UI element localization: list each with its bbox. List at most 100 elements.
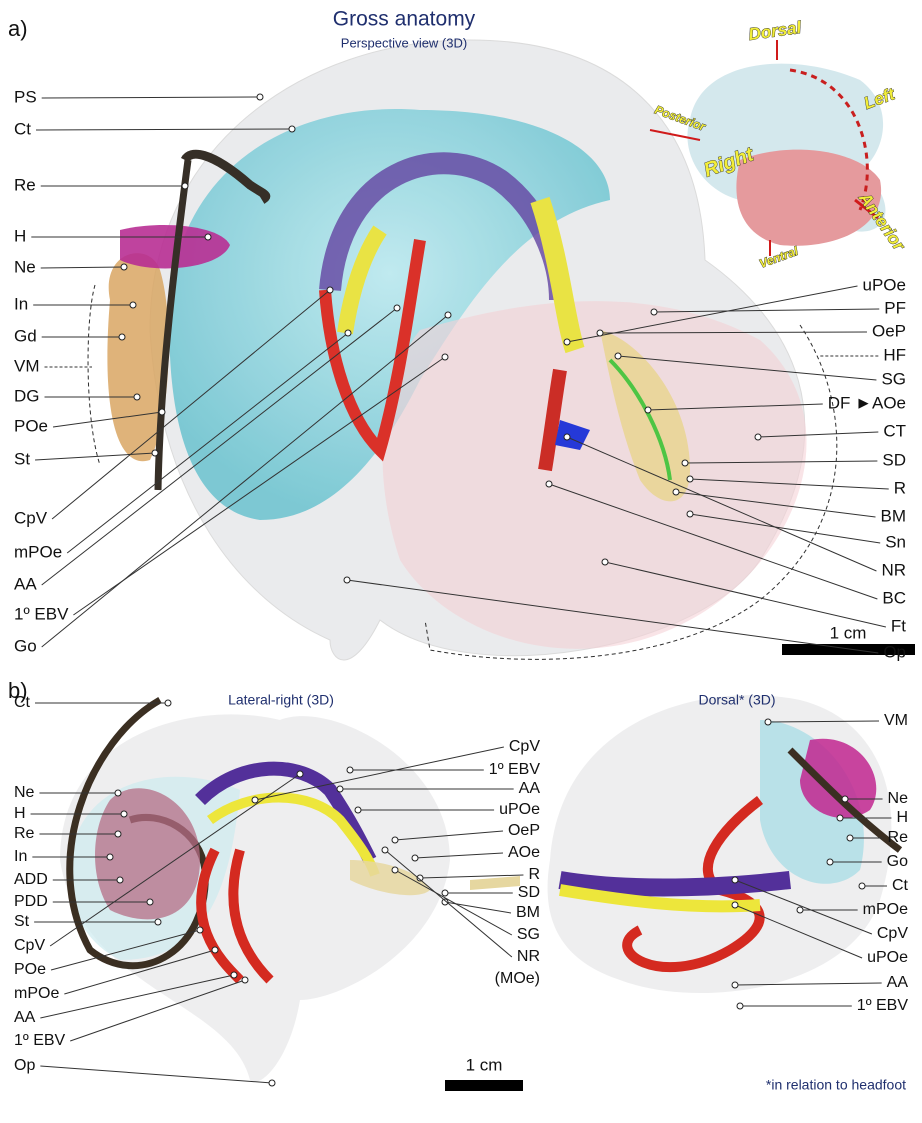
anatomy-label: PS (14, 87, 37, 106)
anatomy-label: Re (14, 825, 35, 842)
anatomy-label: AA (14, 1009, 36, 1026)
anatomy-label: Sn (885, 532, 906, 551)
anatomy-label: POe (14, 961, 46, 978)
anatomy-label: 1º EBV (14, 604, 69, 623)
leader-dot (115, 831, 121, 837)
anatomy-label: VM (14, 356, 40, 375)
leader-dot (847, 835, 853, 841)
anatomy-label: DF ►AOe (828, 393, 906, 412)
leader-dot (182, 183, 188, 189)
anatomy-label: ADD (14, 871, 48, 888)
footnote: *in relation to headfoot (766, 1077, 906, 1093)
leader-dot (297, 771, 303, 777)
leader-dot (147, 899, 153, 905)
anatomy-label: BM (516, 904, 540, 921)
leader-dot (687, 476, 693, 482)
leader-dot (597, 330, 603, 336)
orientation-label: Ventral (757, 244, 800, 271)
anatomy-label: In (14, 848, 27, 865)
anatomy-label: SD (882, 450, 906, 469)
leader-dot (837, 815, 843, 821)
leader-dot (859, 883, 865, 889)
anatomy-label: Ne (888, 790, 909, 807)
anatomy-label: uPOe (863, 275, 906, 294)
anatomy-label: CpV (877, 925, 908, 942)
leader-dot (442, 890, 448, 896)
leader-dot (212, 947, 218, 953)
leader-dot (152, 450, 158, 456)
anatomy-label: Re (14, 175, 36, 194)
leader-dot (344, 577, 350, 583)
anatomy-label: St (14, 449, 30, 468)
anatomy-label: PF (884, 298, 906, 317)
anatomy-label: uPOe (499, 801, 540, 818)
anatomy-label: H (14, 805, 26, 822)
anatomy-label: Re (888, 829, 909, 846)
leader-dot (257, 94, 263, 100)
panel-b-render (60, 695, 900, 1082)
view-title: Lateral-right (3D) (228, 692, 334, 708)
leader-dot (121, 811, 127, 817)
anatomy-label: DG (14, 386, 40, 405)
anatomy-label: Ne (14, 784, 35, 801)
leader-dot (134, 394, 140, 400)
leader-dot (337, 786, 343, 792)
anatomy-label: CT (883, 421, 906, 440)
title: Gross anatomy (333, 8, 476, 31)
leader-dot (673, 489, 679, 495)
anatomy-label: NR (881, 560, 906, 579)
anatomy-label: POe (14, 416, 48, 435)
anatomy-label: (MOe) (495, 970, 540, 987)
leader-dot (155, 919, 161, 925)
anatomy-label: Ne (14, 257, 36, 276)
anatomy-label: St (14, 913, 30, 930)
figure: Dorsal Posterior Left Right Anterior Ven… (0, 0, 922, 1118)
anatomy-label: NR (517, 948, 540, 965)
anatomy-label: PDD (14, 893, 48, 910)
leader-dot (347, 767, 353, 773)
anatomy-label: Op (14, 1057, 35, 1074)
anatomy-label: AOe (508, 844, 540, 861)
scale-label: 1 cm (466, 1055, 503, 1074)
scale-bar (445, 1080, 523, 1091)
leader-dot (394, 305, 400, 311)
leader-dot (445, 312, 451, 318)
anatomy-label: AA (14, 574, 37, 593)
leader-dot (732, 982, 738, 988)
leader-dot (732, 902, 738, 908)
leader-dot (197, 927, 203, 933)
anatomy-label: 1º EBV (489, 761, 541, 778)
anatomy-label: uPOe (867, 949, 908, 966)
leader-dot (231, 972, 237, 978)
anatomy-label: Op (883, 642, 906, 661)
leader-dot (546, 481, 552, 487)
anatomy-label: Ct (14, 694, 31, 711)
leader-dot (119, 334, 125, 340)
orientation-label: Dorsal (747, 18, 803, 44)
leader-dot (107, 854, 113, 860)
leader-dot (327, 287, 333, 293)
anatomy-label: In (14, 294, 28, 313)
leader-dot (115, 790, 121, 796)
leader-line (41, 267, 124, 268)
leader-dot (117, 877, 123, 883)
anatomy-label: mPOe (863, 901, 908, 918)
anatomy-label: Ct (14, 119, 31, 138)
leader-dot (564, 339, 570, 345)
anatomy-label: SD (518, 884, 540, 901)
anatomy-label: 1º EBV (857, 997, 909, 1014)
leader-dot (732, 877, 738, 883)
leader-dot (615, 353, 621, 359)
anatomy-label: R (894, 478, 906, 497)
leader-dot (564, 434, 570, 440)
anatomy-label: CpV (509, 738, 540, 755)
anatomy-label: Gd (14, 326, 37, 345)
anatomy-label: H (896, 809, 908, 826)
leader-dot (205, 234, 211, 240)
leader-line (42, 97, 260, 98)
anatomy-label: 1º EBV (14, 1032, 66, 1049)
anatomy-label: BC (882, 588, 906, 607)
leader-dot (412, 855, 418, 861)
anatomy-label: OeP (872, 321, 906, 340)
anatomy-label: AA (887, 974, 909, 991)
